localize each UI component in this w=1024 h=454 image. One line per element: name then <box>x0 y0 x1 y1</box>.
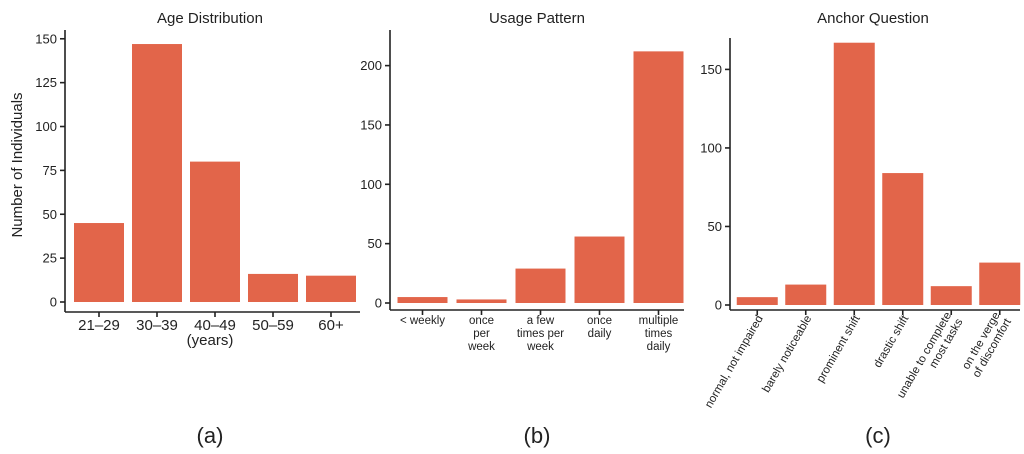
bar <box>515 268 566 303</box>
bar <box>306 275 356 302</box>
x-axis-label: (years) <box>187 332 234 349</box>
y-tick-label: 100 <box>35 119 57 134</box>
chart-title-age-distribution: Age Distribution <box>157 10 263 27</box>
bar <box>132 44 182 303</box>
bar <box>736 297 778 305</box>
y-tick-label: 0 <box>50 295 57 310</box>
y-tick-label: 0 <box>715 298 722 313</box>
panel-label-b: (b) <box>524 423 551 448</box>
bar <box>882 173 924 305</box>
x-tick-label: once daily <box>587 315 612 340</box>
x-tick-label: barely noticeable <box>760 314 814 395</box>
y-tick-label: 50 <box>708 219 722 234</box>
chart-title-anchor-question: Anchor Question <box>817 10 929 27</box>
y-tick-label: 150 <box>360 117 382 132</box>
y-tick-label: 150 <box>700 62 722 77</box>
x-tick-label: on the vergeof discomfort <box>959 310 1014 380</box>
x-tick-label: once per week <box>467 315 495 353</box>
x-tick-label: 21–29 <box>78 317 120 334</box>
chart-anchor-question: Anchor Question (c) 0 50 100 150 normal, not… <box>700 10 1021 448</box>
bar <box>979 262 1021 305</box>
y-tick-label: 50 <box>43 207 57 222</box>
y-tick-label: 100 <box>360 177 382 192</box>
x-tick-label: < weekly <box>400 315 445 327</box>
bar <box>930 286 972 305</box>
bar <box>190 161 240 302</box>
bar <box>456 299 507 303</box>
bar <box>785 284 827 305</box>
x-tick-label: a few times per week <box>517 315 564 353</box>
x-tick-label: prominent shift <box>815 313 864 385</box>
bar <box>633 51 684 303</box>
y-tick-label: 0 <box>375 296 382 311</box>
y-tick-label: 125 <box>35 75 57 90</box>
bar <box>833 42 875 306</box>
x-tick-label: multiple times daily <box>639 315 679 353</box>
y-tick-label: 100 <box>700 140 722 155</box>
panel-label-a: (a) <box>197 423 224 448</box>
panel-label-c: (c) <box>865 423 891 448</box>
x-tick-label: 50–59 <box>252 317 294 334</box>
bar <box>74 223 124 302</box>
bar <box>574 236 625 303</box>
y-tick-label: 50 <box>368 236 382 251</box>
x-tick-label: 30–39 <box>136 317 178 334</box>
chart-usage-pattern: Usage Pattern (b) 0 50 100 150 200 < weekly on… <box>360 10 684 448</box>
x-tick-label: normal, not impaired <box>703 314 766 411</box>
y-tick-label: 25 <box>43 251 57 266</box>
chart-title-usage-pattern: Usage Pattern <box>489 10 585 27</box>
y-tick-label: 200 <box>360 58 382 73</box>
x-tick-label: drastic shift <box>872 313 912 370</box>
y-axis-label: Number of Individuals <box>9 92 26 237</box>
x-tick-label: 40–49 <box>194 317 236 334</box>
chart-age-distribution: Age Distribution Number of Individuals (… <box>9 10 360 448</box>
x-tick-label: 60+ <box>318 317 344 334</box>
y-tick-label: 150 <box>35 31 57 46</box>
bar <box>248 273 298 302</box>
bar <box>397 297 448 303</box>
y-tick-label: 75 <box>43 163 57 178</box>
